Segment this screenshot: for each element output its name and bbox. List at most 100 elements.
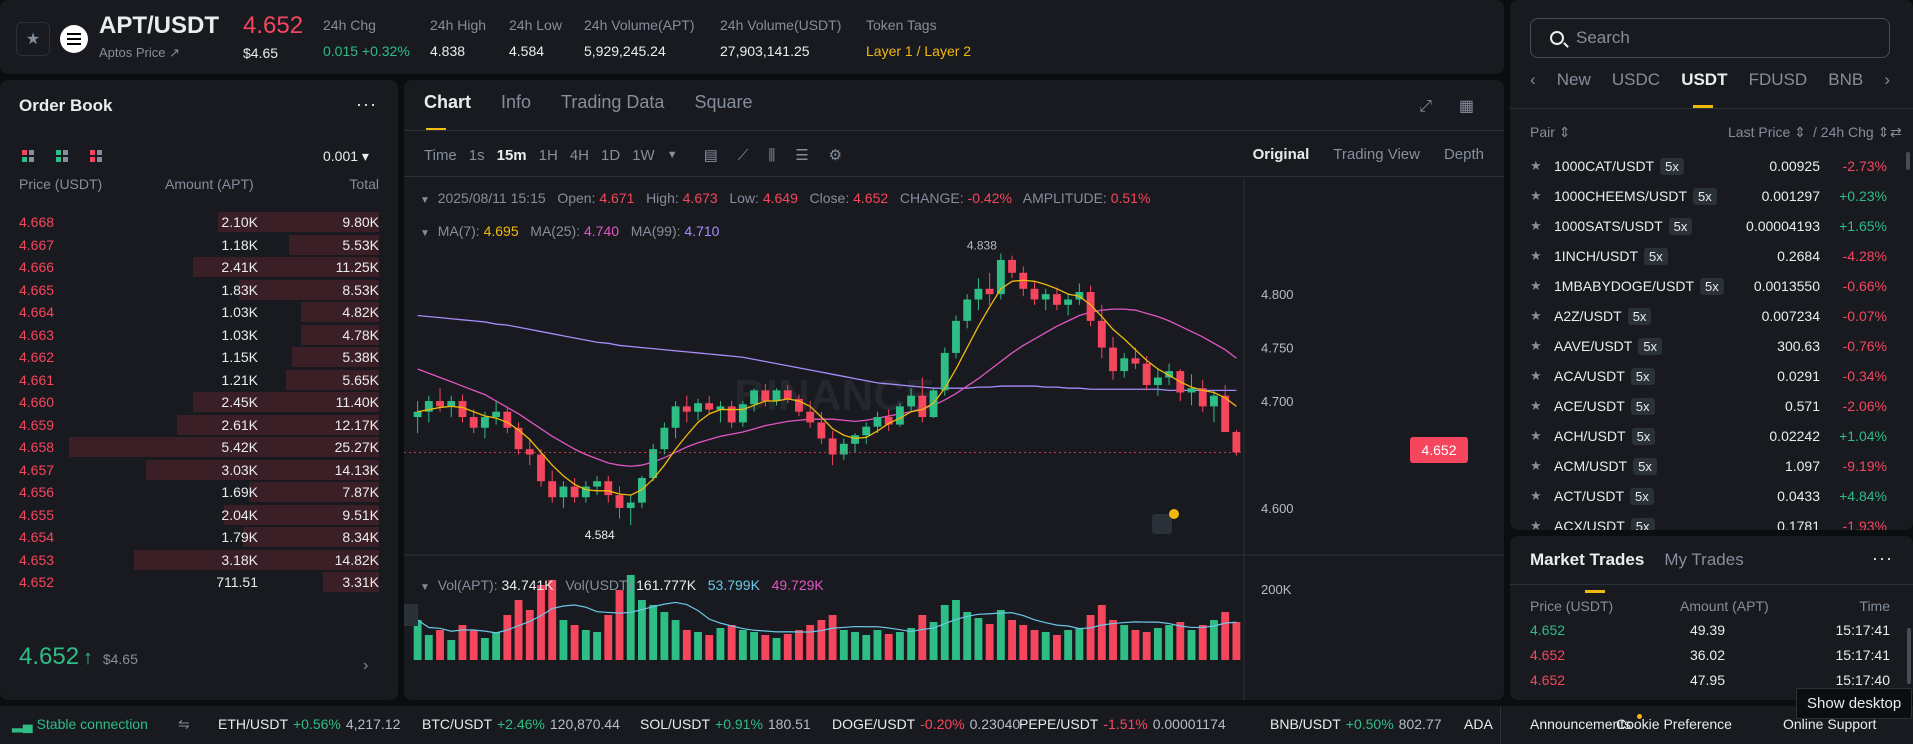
favorite-star-icon[interactable]: ★	[1530, 338, 1542, 353]
ask-row[interactable]: 4.653 3.18K 14.82K	[0, 549, 398, 571]
favorite-star-icon[interactable]: ★	[1530, 368, 1542, 383]
interval-15m[interactable]: 15m	[496, 146, 527, 164]
ask-row[interactable]: 4.668 2.10K 9.80K	[0, 211, 398, 233]
favorite-star-icon[interactable]: ★	[16, 22, 50, 56]
quote-tab-new[interactable]: New	[1556, 70, 1591, 89]
favorite-star-icon[interactable]: ★	[1530, 518, 1542, 530]
swap-columns-icon[interactable]: ⇄	[1890, 124, 1902, 140]
ask-row[interactable]: 4.654 1.79K 8.34K	[0, 526, 398, 548]
market-row[interactable]: ★ 1000CHEEMS/USDT 5x 0.001297 +0.23%	[1510, 182, 1913, 212]
tab-square[interactable]: Square	[694, 92, 753, 112]
ask-row[interactable]: 4.665 1.83K 8.53K	[0, 279, 398, 301]
symbol-title[interactable]: APT/USDT	[99, 12, 219, 39]
footer-ticker[interactable]: BNB/USDT +0.50% 802.77	[1270, 716, 1442, 732]
interval-1d[interactable]: 1D	[601, 146, 621, 164]
settings-gear-icon[interactable]: ⚙	[828, 147, 843, 164]
view-depth[interactable]: Depth	[1443, 146, 1484, 163]
search-input[interactable]: Search	[1530, 18, 1890, 58]
favorite-star-icon[interactable]: ★	[1530, 428, 1542, 443]
interval-1h[interactable]: 1H	[538, 146, 558, 164]
interval-1w[interactable]: 1W	[632, 146, 655, 164]
chevron-right-icon[interactable]: ›	[363, 657, 369, 674]
tab-prev-chevron-icon[interactable]: ‹	[1530, 70, 1536, 89]
ask-row[interactable]: 4.660 2.45K 11.40K	[0, 391, 398, 413]
market-row[interactable]: ★ 1000CAT/USDT 5x 0.00925 -2.73%	[1510, 152, 1913, 182]
interval-time[interactable]: Time	[424, 146, 457, 164]
ticker-settings-icon[interactable]: ⇋	[178, 716, 190, 732]
tab-info[interactable]: Info	[501, 92, 532, 112]
quote-tab-usdc[interactable]: USDC	[1611, 70, 1661, 89]
quote-tab-fdusd[interactable]: FDUSD	[1748, 70, 1808, 89]
favorite-star-icon[interactable]: ★	[1530, 188, 1542, 203]
sort-pair[interactable]: Pair ⇕	[1530, 124, 1571, 140]
footer-ticker[interactable]: ETH/USDT +0.56% 4,217.12	[218, 716, 400, 732]
sort-24h-change[interactable]: / 24h Chg ⇕	[1813, 124, 1890, 140]
announcements-link[interactable]: Announcements	[1530, 716, 1632, 732]
online-support-link[interactable]: Online Support	[1783, 716, 1877, 732]
ask-row[interactable]: 4.666 2.41K 11.25K	[0, 256, 398, 278]
market-row[interactable]: ★ ACT/USDT 5x 0.0433 +4.84%	[1510, 482, 1913, 512]
market-row[interactable]: ★ ACH/USDT 5x 0.02242 +1.04%	[1510, 422, 1913, 452]
scrollbar-thumb[interactable]	[1906, 152, 1910, 170]
fullscreen-icon[interactable]: ⤢	[1419, 98, 1432, 115]
ask-row[interactable]: 4.664 1.03K 4.82K	[0, 301, 398, 323]
ask-row[interactable]: 4.656 1.69K 7.87K	[0, 481, 398, 503]
market-row[interactable]: ★ ACM/USDT 5x 1.097 -9.19%	[1510, 452, 1913, 482]
bids-view-icon[interactable]	[56, 150, 68, 162]
tick-size-select[interactable]: 0.001 ▾	[323, 148, 369, 164]
footer-ticker[interactable]: SOL/USDT +0.91% 180.51	[640, 716, 811, 732]
ask-row[interactable]: 4.658 5.42K 25.27K	[0, 436, 398, 458]
indicator-icon[interactable]: ⟋	[737, 146, 749, 164]
footer-ticker[interactable]: PEPE/USDT -1.51% 0.00001174	[1019, 716, 1226, 732]
ask-row[interactable]: 4.667 1.18K 5.53K	[0, 234, 398, 256]
favorite-star-icon[interactable]: ★	[1530, 158, 1542, 173]
more-options-icon[interactable]: ···	[356, 94, 377, 114]
asks-view-icon[interactable]	[90, 150, 102, 162]
both-sides-view-icon[interactable]	[22, 150, 34, 162]
scrollbar-thumb[interactable]	[1907, 628, 1911, 684]
candle-type-icon[interactable]: ⫼	[768, 146, 776, 164]
market-row[interactable]: ★ A2Z/USDT 5x 0.007234 -0.07%	[1510, 302, 1913, 332]
favorite-star-icon[interactable]: ★	[1530, 278, 1542, 293]
interval-more-icon[interactable]: ▼	[666, 149, 678, 161]
cookie-preference-link[interactable]: Cookie Preference	[1616, 716, 1732, 732]
ask-row[interactable]: 4.662 1.15K 5.38K	[0, 346, 398, 368]
tab-chart[interactable]: Chart	[424, 92, 471, 131]
market-row[interactable]: ★ AAVE/USDT 5x 300.63 -0.76%	[1510, 332, 1913, 362]
ticker-trailing[interactable]: ADA	[1464, 716, 1493, 732]
interval-1s[interactable]: 1s	[468, 146, 485, 164]
coin-price-link[interactable]: Aptos Price ↗	[99, 45, 180, 60]
favorite-star-icon[interactable]: ★	[1530, 218, 1542, 233]
candlestick-chart[interactable]: 4.8004.7504.7004.600200KBINANCE4.8384.58…	[404, 180, 1504, 700]
interval-4h[interactable]: 4H	[569, 146, 590, 164]
market-row[interactable]: ★ ACE/USDT 5x 0.571 -2.06%	[1510, 392, 1913, 422]
layout-icon[interactable]: ▦	[1458, 98, 1474, 115]
market-row[interactable]: ★ 1INCH/USDT 5x 0.2684 -4.28%	[1510, 242, 1913, 272]
view-trading-view[interactable]: Trading View	[1333, 146, 1420, 163]
favorite-star-icon[interactable]: ★	[1530, 308, 1542, 323]
footer-ticker[interactable]: DOGE/USDT -0.20% 0.23040	[832, 716, 1020, 732]
tab-trading-data[interactable]: Trading Data	[561, 92, 665, 112]
favorite-star-icon[interactable]: ★	[1530, 398, 1542, 413]
quote-tab-bnb[interactable]: BNB	[1828, 70, 1864, 89]
tab-market-trades[interactable]: Market Trades	[1530, 550, 1645, 593]
template-icon[interactable]: ☰	[795, 147, 809, 164]
market-row[interactable]: ★ ACX/USDT 5x 0.1781 -1.93%	[1510, 512, 1913, 530]
quote-tab-usdt[interactable]: USDT	[1681, 70, 1728, 108]
ask-row[interactable]: 4.652 711.51 3.31K	[0, 571, 398, 593]
chart-tool-button[interactable]	[1152, 514, 1172, 534]
calendar-icon[interactable]: ▤	[703, 147, 718, 164]
sort-last-price[interactable]: Last Price ⇕	[1728, 124, 1806, 140]
tab-next-chevron-icon[interactable]: ›	[1884, 70, 1890, 89]
ask-row[interactable]: 4.663 1.03K 4.78K	[0, 324, 398, 346]
ask-row[interactable]: 4.657 3.03K 14.13K	[0, 459, 398, 481]
favorite-star-icon[interactable]: ★	[1530, 488, 1542, 503]
more-options-icon[interactable]: ···	[1872, 548, 1893, 568]
market-row[interactable]: ★ ACA/USDT 5x 0.0291 -0.34%	[1510, 362, 1913, 392]
view-original[interactable]: Original	[1252, 146, 1310, 163]
ask-row[interactable]: 4.655 2.04K 9.51K	[0, 504, 398, 526]
ask-row[interactable]: 4.659 2.61K 12.17K	[0, 414, 398, 436]
favorite-star-icon[interactable]: ★	[1530, 458, 1542, 473]
market-row[interactable]: ★ 1MBABYDOGE/USDT 5x 0.0013550 -0.66%	[1510, 272, 1913, 302]
ask-row[interactable]: 4.661 1.21K 5.65K	[0, 369, 398, 391]
